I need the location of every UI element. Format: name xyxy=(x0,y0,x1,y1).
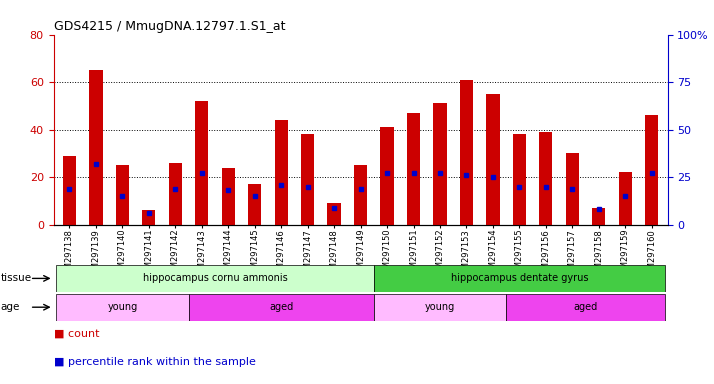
Bar xyxy=(460,80,473,225)
Bar xyxy=(328,203,341,225)
Bar xyxy=(116,165,129,225)
Bar xyxy=(275,120,288,225)
Bar xyxy=(618,172,632,225)
Text: aged: aged xyxy=(573,302,598,312)
Text: hippocampus cornu ammonis: hippocampus cornu ammonis xyxy=(143,273,287,283)
Text: aged: aged xyxy=(269,302,293,312)
Bar xyxy=(301,134,314,225)
Bar xyxy=(188,294,374,321)
Bar xyxy=(539,132,553,225)
Bar xyxy=(407,113,420,225)
Bar xyxy=(56,294,188,321)
Bar xyxy=(565,153,579,225)
Bar xyxy=(506,294,665,321)
Bar xyxy=(248,184,261,225)
Text: ■ count: ■ count xyxy=(54,328,99,338)
Bar xyxy=(486,94,500,225)
Bar xyxy=(433,103,446,225)
Bar xyxy=(513,134,526,225)
Text: young: young xyxy=(425,302,455,312)
Bar xyxy=(142,210,156,225)
Bar xyxy=(645,115,658,225)
Bar xyxy=(63,156,76,225)
Bar xyxy=(169,163,182,225)
Bar xyxy=(381,127,393,225)
Text: ■ percentile rank within the sample: ■ percentile rank within the sample xyxy=(54,357,256,367)
Bar xyxy=(195,101,208,225)
Bar xyxy=(374,294,506,321)
Text: age: age xyxy=(1,302,20,312)
Bar xyxy=(221,168,235,225)
Text: young: young xyxy=(107,302,138,312)
Text: tissue: tissue xyxy=(1,273,32,283)
Text: GDS4215 / MmugDNA.12797.1.S1_at: GDS4215 / MmugDNA.12797.1.S1_at xyxy=(54,20,285,33)
Bar xyxy=(56,265,374,292)
Bar xyxy=(354,165,367,225)
Bar xyxy=(374,265,665,292)
Text: hippocampus dentate gyrus: hippocampus dentate gyrus xyxy=(451,273,588,283)
Bar xyxy=(89,70,103,225)
Bar xyxy=(592,208,605,225)
